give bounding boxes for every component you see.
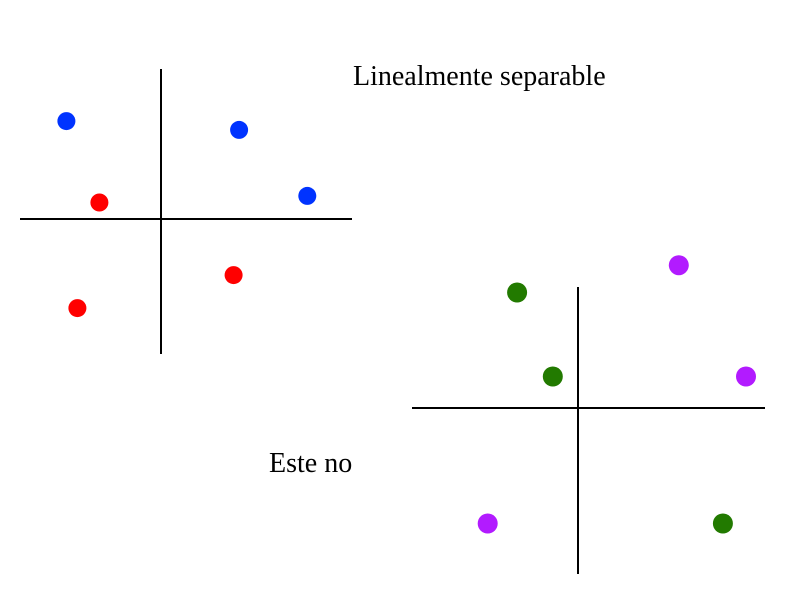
not-separable-point-purple-4 [668,255,689,276]
separable-label: Linealmente separable [353,61,606,92]
linearly-separable-point-red-5 [224,266,243,285]
plot-b-points [477,255,756,534]
linearly-separable-point-blue-2 [230,120,249,139]
not-separable-point-purple-5 [736,366,756,387]
linearly-separable-point-red-4 [90,193,109,212]
not-separable-point-green-1 [507,282,528,303]
separable-plot [20,69,352,354]
plot-a-points [57,112,317,318]
not-separable-point-green-2 [542,366,563,387]
linearly-separable-point-blue-3 [298,186,317,205]
not-separable-point-purple-6 [477,513,498,534]
linearly-separable-point-red-6 [68,299,87,318]
not-separable-plot [412,255,765,574]
linearly-separable-point-blue-1 [57,112,76,131]
not-separable-point-green-3 [712,513,733,534]
not-separable-label: Este no [269,448,352,479]
